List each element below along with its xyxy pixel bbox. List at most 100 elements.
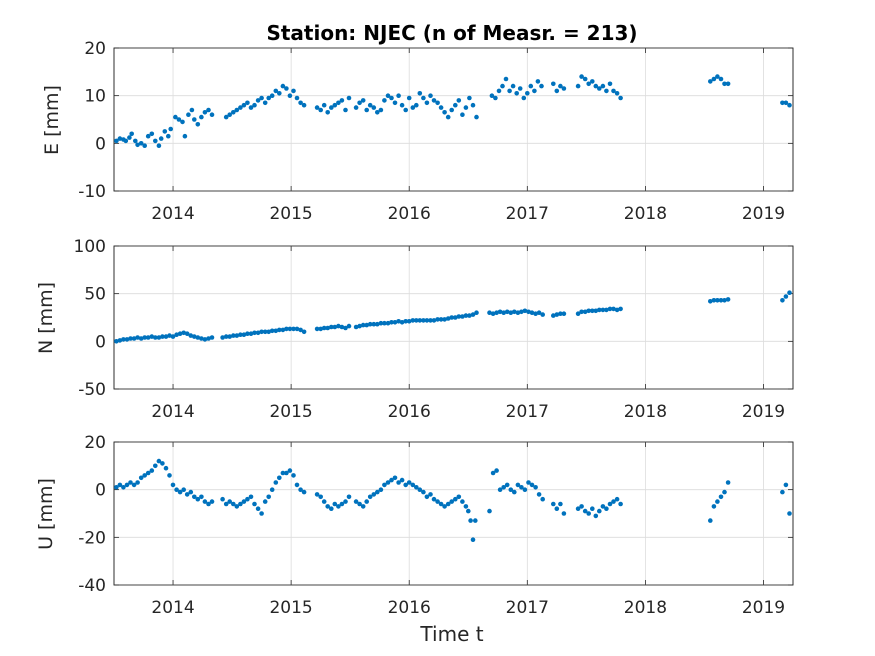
- data-point: [332, 324, 338, 330]
- data-point: [142, 473, 147, 478]
- data-point: [510, 83, 516, 89]
- data-point: [314, 105, 320, 110]
- data-point: [135, 335, 140, 340]
- data-point: [280, 83, 286, 89]
- data-point: [586, 308, 591, 314]
- data-point: [424, 494, 430, 500]
- data-point: [575, 311, 581, 317]
- data-point: [199, 336, 204, 341]
- data-point: [396, 319, 401, 324]
- xtick-label: 2016: [388, 598, 431, 618]
- data-point: [597, 508, 602, 514]
- data-point: [787, 511, 792, 516]
- data-point: [503, 76, 509, 82]
- data-point: [403, 319, 409, 324]
- data-point: [519, 309, 524, 315]
- data-point: [389, 477, 394, 483]
- data-point: [149, 131, 155, 137]
- ylabel-east: E [mm]: [41, 85, 63, 155]
- data-point: [536, 492, 542, 497]
- data-point: [406, 480, 412, 485]
- data-point: [507, 88, 512, 94]
- data-point: [490, 311, 496, 317]
- data-point: [259, 329, 264, 335]
- data-point: [123, 138, 129, 144]
- data-point: [117, 482, 123, 488]
- data-point: [220, 335, 225, 340]
- data-point: [604, 88, 609, 94]
- data-point: [180, 119, 185, 125]
- data-point: [170, 482, 176, 488]
- data-point: [259, 511, 264, 516]
- data-point: [600, 83, 606, 89]
- data-point: [343, 107, 348, 113]
- data-point: [129, 131, 134, 137]
- data-point: [512, 309, 517, 315]
- data-point: [142, 335, 147, 340]
- data-point: [266, 95, 272, 101]
- data-point: [463, 105, 469, 110]
- data-point: [353, 324, 359, 330]
- data-point: [206, 501, 211, 507]
- data-point: [301, 329, 307, 335]
- data-point: [497, 487, 503, 493]
- data-point: [138, 141, 144, 146]
- data-point: [202, 499, 208, 504]
- data-point: [284, 86, 289, 91]
- data-point: [428, 492, 433, 497]
- data-point: [364, 499, 370, 504]
- data-point: [262, 100, 268, 106]
- xtick-label: 2018: [624, 402, 667, 422]
- data-point: [607, 306, 613, 312]
- data-point: [301, 102, 307, 108]
- data-point: [168, 126, 173, 132]
- data-point: [160, 334, 165, 339]
- data-point: [424, 100, 430, 106]
- data-point: [586, 511, 591, 516]
- data-point: [241, 332, 247, 338]
- data-point: [259, 95, 264, 101]
- data-point: [526, 309, 531, 315]
- data-point: [114, 339, 119, 344]
- data-point: [554, 506, 560, 512]
- data-point: [715, 74, 720, 79]
- data-point: [406, 319, 412, 324]
- data-point: [223, 501, 229, 507]
- xtick-label: 2019: [742, 598, 785, 618]
- data-point: [611, 499, 616, 504]
- data-point: [371, 105, 377, 110]
- xtick-label: 2016: [388, 204, 431, 224]
- data-point: [590, 308, 595, 314]
- ytick-label: -20: [78, 528, 106, 548]
- data-point: [156, 335, 162, 340]
- xtick-label: 2017: [506, 402, 549, 422]
- data-point: [442, 504, 447, 509]
- data-point: [614, 91, 620, 96]
- data-point: [176, 117, 182, 122]
- data-point: [138, 336, 144, 341]
- data-point: [223, 114, 229, 120]
- data-point: [332, 102, 338, 108]
- data-point: [449, 107, 455, 113]
- data-point: [515, 482, 521, 488]
- data-point: [167, 473, 172, 478]
- data-point: [231, 110, 236, 115]
- data-point: [579, 309, 584, 315]
- data-point: [234, 333, 240, 338]
- data-point: [153, 463, 158, 469]
- data-point: [521, 95, 527, 101]
- data-point: [346, 95, 352, 101]
- ytick-label: 0: [95, 481, 106, 501]
- data-point: [138, 475, 144, 481]
- data-point: [209, 335, 215, 340]
- data-point: [209, 499, 215, 504]
- data-point: [392, 100, 398, 106]
- data-point: [514, 91, 519, 96]
- data-point: [145, 133, 151, 139]
- data-point: [467, 313, 472, 318]
- data-point: [206, 107, 211, 113]
- data-point: [156, 143, 162, 148]
- data-point: [431, 496, 437, 502]
- xtick-label: 2018: [624, 204, 667, 224]
- data-point: [438, 105, 444, 110]
